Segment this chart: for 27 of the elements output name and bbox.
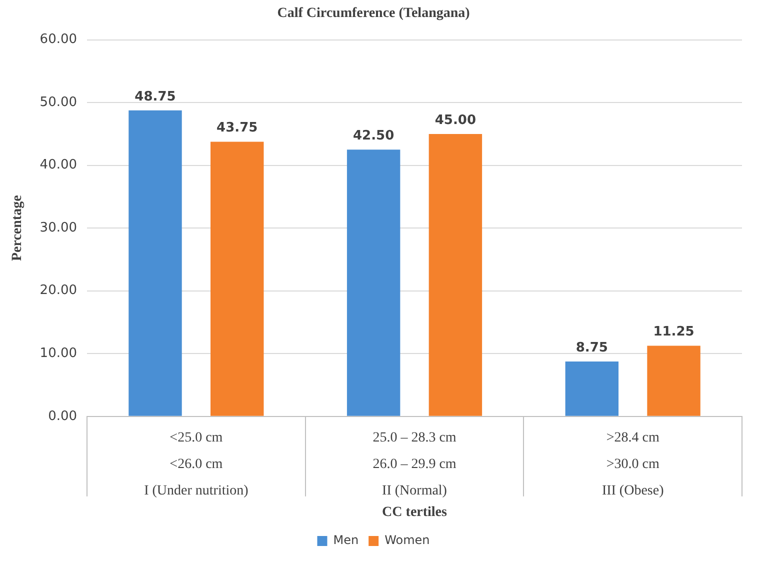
y-tick-label: 0.00 [48, 408, 78, 424]
x-tick-label: <25.0 cm <26.0 cm I (Under nutrition) [144, 430, 249, 499]
data-label: 11.25 [653, 324, 694, 340]
data-label: 45.00 [434, 112, 476, 128]
bar [428, 134, 482, 416]
chart-title: Calf Circumference (Telangana) [277, 6, 470, 22]
y-axis-title: Percentage [10, 195, 26, 262]
bar [565, 361, 619, 416]
x-tick-label: >28.4 cm >30.0 cm III (Obese) [602, 430, 664, 499]
y-tick-label: 20.00 [40, 283, 78, 298]
bar [210, 142, 264, 416]
y-tick-label: 40.00 [40, 158, 78, 173]
data-label: 48.75 [134, 89, 176, 104]
bar [647, 346, 700, 416]
y-tick-label: 30.00 [40, 220, 78, 236]
y-tick-label: 50.00 [40, 94, 78, 110]
x-axis-title: CC tertiles [382, 505, 448, 520]
legend-label: Women [384, 533, 430, 548]
data-label: 43.75 [216, 120, 258, 136]
data-label: 42.50 [353, 128, 394, 144]
y-tick-label: 10.00 [40, 346, 78, 362]
bar [346, 150, 400, 416]
data-label: 8.75 [576, 340, 608, 356]
bar [128, 110, 182, 416]
x-tick-label: 25.0 – 28.3 cm 26.0 – 29.9 cm II (Normal) [372, 430, 456, 499]
legend-label: Men [333, 533, 359, 548]
y-tick-label: 60.00 [40, 32, 78, 48]
